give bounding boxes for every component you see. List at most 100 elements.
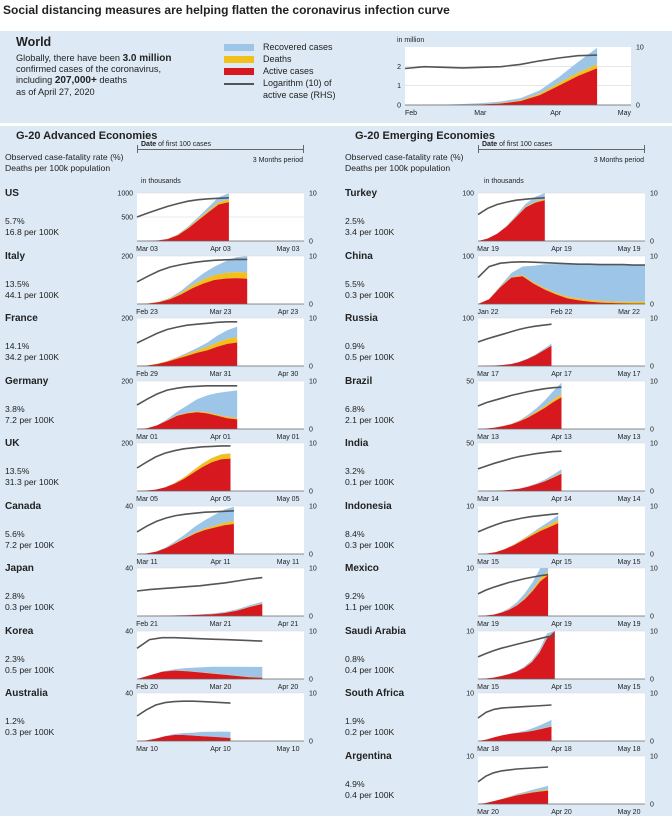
indonesia-y2tick-0: 0	[650, 551, 654, 558]
russia-y2tick-1: 10	[650, 316, 658, 323]
mexico-plot-area	[478, 568, 645, 616]
emerging-period-label: 3 Months period	[593, 157, 644, 164]
canada-chart: 40 0 10 Mar 11 Apr 11 May 11	[125, 503, 317, 566]
saudi-arabia-recovered-area	[478, 630, 555, 679]
japan-xtick-1: Mar 21	[210, 621, 232, 628]
germany-active-area	[137, 411, 238, 429]
china-recovered-area	[478, 263, 645, 304]
brazil-ytick-0: 50	[466, 378, 474, 385]
australia-xtick-1: Apr 10	[210, 746, 231, 753]
south-africa-plot-area	[478, 693, 645, 741]
world-xtick-2: Apr	[550, 110, 562, 117]
legend-log-label-1: Logarithm (10) of	[263, 78, 332, 88]
australia-cfr: 1.2%	[5, 716, 25, 726]
brazil-active-area	[478, 396, 562, 429]
mexico-active-area	[478, 575, 549, 616]
india-log-line	[477, 450, 562, 470]
italy-log-line	[136, 258, 248, 283]
us-ytick-1: 1000	[117, 191, 133, 198]
advanced-units: in thousands	[141, 178, 181, 185]
advanced-date-label: Date	[141, 141, 157, 148]
china-ytick-0: 100	[462, 253, 474, 260]
australia-xtick-2: May 10	[277, 746, 300, 753]
germany-xtick-1: Apr 01	[210, 434, 231, 441]
argentina-deaths-area	[478, 789, 549, 804]
china-y2tick-1: 10	[650, 253, 658, 260]
germany-xtick-2: May 01	[277, 434, 300, 441]
italy-per100k: 44.1 per 100K	[5, 289, 59, 300]
mexico-xtick-1: Apr 19	[551, 621, 572, 628]
turkey-name: Turkey	[345, 188, 378, 199]
legend-deaths-swatch	[224, 56, 254, 63]
south-africa-xtick-1: Apr 18	[551, 746, 572, 753]
india-y2tick-1: 10	[650, 441, 658, 448]
india-xtick-2: May 14	[618, 496, 641, 503]
china-xtick-0: Jan 22	[477, 309, 498, 316]
brazil-xtick-1: Apr 13	[551, 434, 572, 441]
japan-chart: 40 0 10 Feb 21 Mar 21 Apr 21	[125, 566, 317, 629]
world-separator	[0, 123, 672, 126]
china-active-area	[478, 275, 645, 304]
korea-y2tick-0: 0	[309, 676, 313, 683]
advanced-cfr-label: Observed case-fatality rate (%)	[5, 152, 124, 162]
italy-ytick-0: 200	[121, 253, 133, 260]
germany-xtick-0: Mar 01	[136, 434, 158, 441]
australia-recovered-area	[137, 731, 231, 741]
argentina-recovered-area	[478, 785, 549, 804]
legend-log-line-swatch	[224, 83, 254, 85]
australia-name: Australia	[5, 688, 48, 699]
mexico-xtick-0: Mar 19	[477, 621, 499, 628]
russia-y2tick-0: 0	[650, 364, 654, 371]
italy-cfr: 13.5%	[5, 278, 30, 289]
italy-recovered-area	[137, 255, 248, 304]
russia-xtick-1: Apr 17	[551, 371, 572, 378]
italy-name: Italy	[5, 250, 26, 262]
australia-active-area	[137, 735, 231, 741]
argentina-per100k: 0.4 per 100K	[345, 789, 395, 800]
argentina-xtick-1: Apr 20	[551, 809, 572, 816]
korea-xtick-0: Feb 20	[136, 684, 158, 691]
south-africa-xtick-2: May 18	[618, 746, 641, 753]
argentina-ytick-0: 10	[466, 753, 474, 760]
turkey-cfr: 2.5%	[345, 216, 365, 226]
advanced-section-title: G-20 Advanced Economies	[16, 130, 158, 142]
uk-y2tick-0: 0	[309, 489, 313, 496]
indonesia-plot-area	[478, 505, 645, 554]
uk-log-line	[136, 445, 231, 469]
uk-deaths-area	[137, 453, 231, 491]
uk-xtick-0: Mar 05	[136, 496, 158, 503]
saudi-arabia-y2tick-1: 10	[650, 628, 658, 635]
turkey-active-area	[478, 200, 545, 241]
world-xtick-1: Mar	[474, 110, 487, 117]
russia-xtick-0: Mar 17	[477, 371, 499, 378]
saudi-arabia-xtick-2: May 15	[618, 684, 641, 691]
australia-ytick-0: 40	[125, 691, 133, 698]
mexico-xtick-2: May 19	[618, 621, 641, 628]
argentina-plot-area	[478, 755, 645, 804]
italy-active-area	[137, 277, 248, 304]
canada-deaths-area	[137, 520, 234, 554]
uk-name: UK	[5, 438, 20, 449]
world-desc-line3a: including	[16, 75, 55, 86]
brazil-y2tick-0: 0	[650, 426, 654, 433]
argentina-xtick-2: May 20	[618, 809, 641, 816]
argentina-chart: 10 0 10 Mar 20 Apr 20 May 20	[466, 753, 658, 816]
russia-plot-area	[478, 318, 645, 366]
canada-cfr: 5.6%	[5, 528, 25, 539]
saudi-arabia-y2tick-0: 0	[650, 676, 654, 683]
advanced-date-text: Date of first 100 cases	[141, 141, 211, 148]
brazil-xtick-0: Mar 13	[477, 434, 499, 441]
emerging-date-suffix: of first 100 cases	[497, 141, 553, 148]
india-cfr: 3.2%	[345, 466, 365, 476]
japan-cfr: 2.8%	[5, 591, 25, 601]
us-cfr: 5.7%	[5, 216, 25, 226]
emerging-date-text: Date of first 100 cases	[482, 141, 552, 148]
turkey-y2tick-1: 10	[650, 191, 658, 198]
france-active-area	[137, 342, 238, 366]
uk-cfr: 13.5%	[5, 466, 30, 476]
france-ytick-0: 200	[121, 316, 133, 323]
france-xtick-1: Mar 31	[210, 371, 232, 378]
world-chart: 0 1 2 0 10 Feb Mar Apr May	[397, 45, 644, 118]
mexico-per100k: 1.1 per 100K	[345, 602, 395, 612]
canada-name: Canada	[5, 500, 42, 512]
